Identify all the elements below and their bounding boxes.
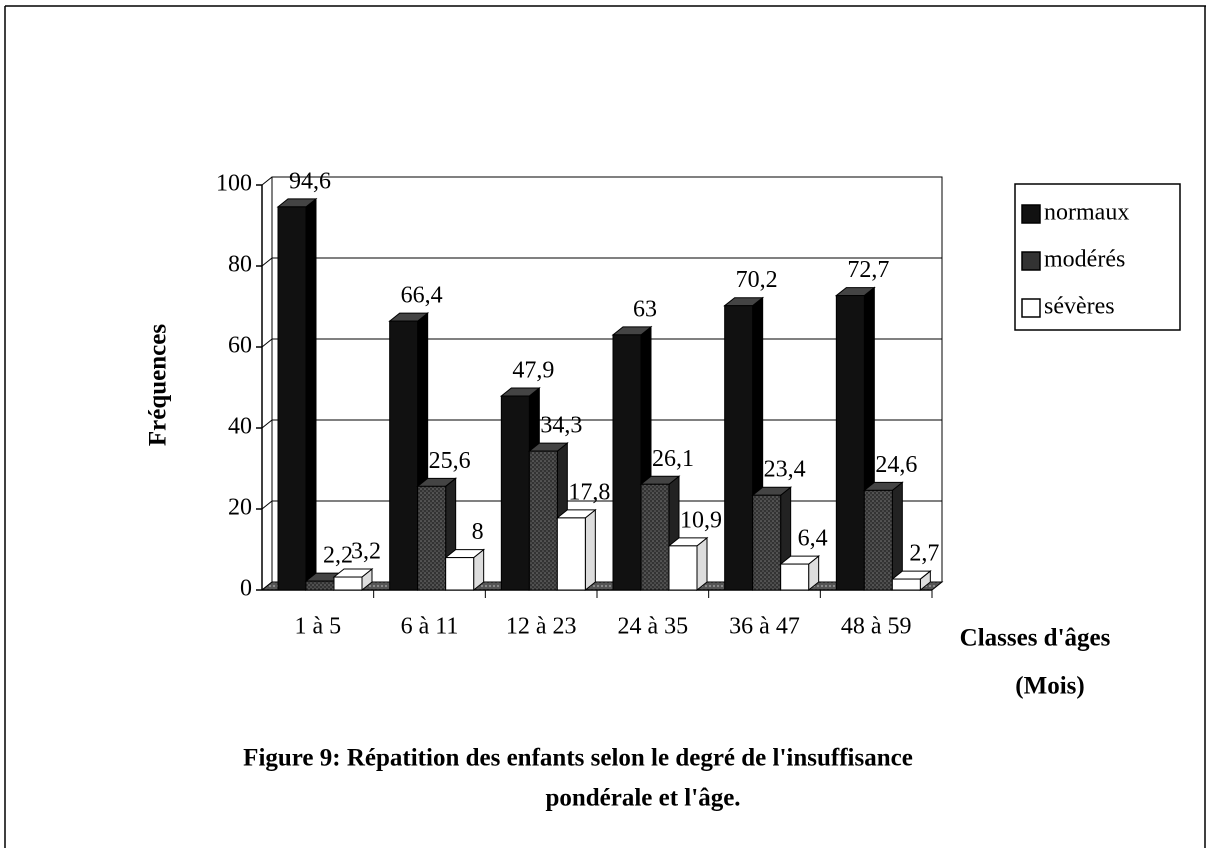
x-axis-label: Classes d'âges [960, 625, 1111, 652]
caption: pondérale et l'âge. [545, 785, 740, 812]
bar [862, 481, 904, 592]
y-tick-label: 20 [228, 495, 252, 521]
bar-front [528, 450, 558, 591]
bar-side [305, 197, 317, 592]
y-tick-label: 60 [228, 333, 252, 359]
x-tick-label: 6 à 11 [401, 614, 459, 640]
x-tick-label: 12 à 23 [506, 614, 577, 640]
value-label: 70,2 [736, 267, 778, 293]
legend-swatch [1021, 204, 1041, 224]
value-label: 10,9 [680, 507, 722, 533]
value-label: 2,2 [323, 543, 353, 569]
bar [444, 548, 486, 592]
bar-front [891, 578, 921, 591]
bar-front [724, 305, 754, 591]
value-label: 6,4 [798, 526, 828, 552]
bar-front [835, 295, 865, 591]
value-label: 25,6 [429, 448, 471, 474]
y-axis-label: Fréquences [145, 324, 172, 446]
y-tick-label: 100 [216, 171, 252, 197]
bar-front [780, 563, 810, 591]
bar [555, 508, 597, 592]
value-label: 2,7 [909, 541, 939, 567]
y-tick-label: 0 [240, 576, 252, 602]
value-label: 26,1 [652, 446, 694, 472]
bar [779, 555, 821, 592]
bar-front [277, 206, 307, 591]
bar [332, 567, 374, 592]
bar-front [305, 580, 335, 591]
bar-front [445, 557, 475, 591]
bar [276, 197, 318, 592]
value-label: 23,4 [764, 457, 806, 483]
x-tick-label: 24 à 35 [618, 614, 689, 640]
bar-front [752, 494, 782, 591]
grid-line [261, 257, 273, 267]
bar-front [556, 517, 586, 591]
x-tick-label: 48 à 59 [841, 614, 912, 640]
x-tick-label: 36 à 47 [729, 614, 800, 640]
value-label: 34,3 [540, 413, 582, 439]
legend-swatch [1021, 251, 1041, 271]
y-tick-label: 80 [228, 252, 252, 278]
value-label: 47,9 [512, 358, 554, 384]
grid-line [261, 338, 273, 348]
x-axis-label: (Mois) [1015, 673, 1084, 700]
legend-box [1014, 183, 1181, 331]
bar-front [333, 576, 363, 591]
bar [667, 536, 709, 592]
caption: Figure 9: Répatition des enfants selon l… [243, 745, 913, 772]
grid-line [261, 176, 273, 186]
value-label: 66,4 [401, 283, 443, 309]
bar [611, 325, 653, 592]
bar-front [668, 545, 698, 591]
bar [890, 570, 932, 592]
grid-line [261, 500, 273, 510]
bar-side [584, 508, 596, 592]
bar-front [640, 483, 670, 591]
legend-label: normaux [1044, 200, 1129, 226]
legend-swatch [1021, 298, 1041, 318]
value-label: 72,7 [847, 257, 889, 283]
bar-front [863, 489, 893, 591]
value-label: 94,6 [289, 168, 331, 194]
x-tick-label: 1 à 5 [295, 614, 342, 640]
legend-label: sévères [1044, 294, 1115, 320]
value-label: 8 [472, 519, 484, 545]
bar-side [696, 536, 708, 592]
bar-front [417, 485, 447, 591]
value-label: 63 [633, 296, 657, 322]
grid-line [261, 419, 273, 429]
bar-front [389, 320, 419, 591]
bar-front [612, 334, 642, 591]
value-label: 3,2 [351, 539, 381, 565]
value-label: 17,8 [568, 479, 610, 505]
value-label: 24,6 [875, 452, 917, 478]
y-tick-label: 40 [228, 414, 252, 440]
legend-label: modérés [1044, 247, 1125, 273]
bar-front [500, 395, 530, 591]
